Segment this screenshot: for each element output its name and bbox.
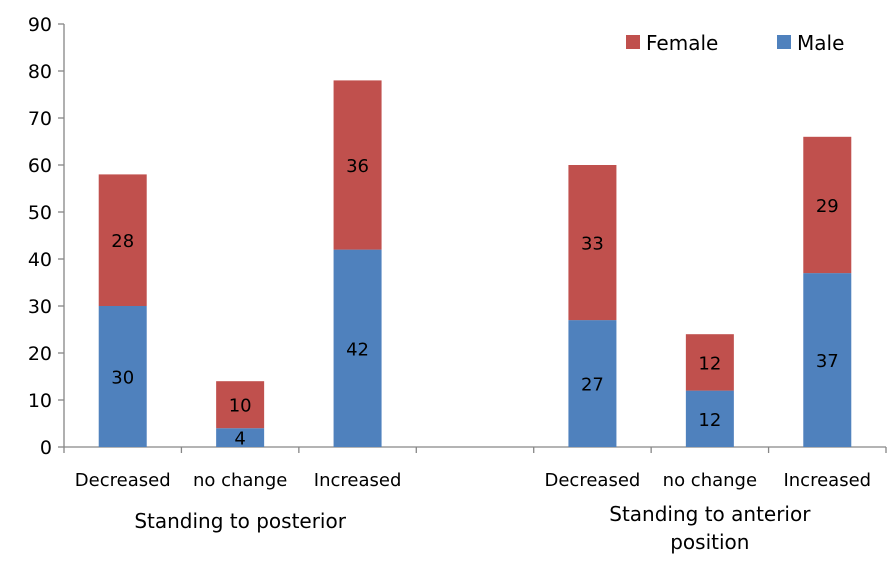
x-tick-label: Increased [314,470,402,491]
bar-male [98,306,147,447]
data-label: 42 [346,339,369,360]
bar-female [568,165,617,321]
x-tick-label: Decreased [75,470,171,491]
data-label: 4 [234,429,245,450]
bar-female [98,174,147,306]
x-tick-label: Increased [783,470,871,491]
x-tick-label: no change [193,470,287,491]
x-tick-label: Decreased [545,470,641,491]
bar-female [803,136,852,274]
data-label: 12 [698,353,721,374]
y-tick-label: 20 [28,343,52,365]
data-label: 27 [581,375,604,396]
legend-swatch-female [626,35,640,49]
group-label-line: Standing to anterior [609,502,811,526]
legend-swatch-male [777,35,791,49]
y-tick-label: 60 [28,155,52,177]
group-label: Standing to posterior [134,509,346,533]
group-label-line: position [670,530,749,554]
y-tick-label: 40 [28,249,52,271]
bar-female [685,334,734,391]
legend-label-male: Male [797,31,844,55]
y-tick-label: 0 [40,437,52,459]
y-tick-label: 70 [28,108,52,130]
bar-female [333,80,382,250]
data-label: 36 [346,156,369,177]
bar-male [685,390,734,447]
y-tick-label: 80 [28,61,52,83]
bar-male [803,273,852,447]
bar-male [568,320,617,447]
y-tick-label: 50 [28,202,52,224]
y-tick-label: 90 [28,14,52,36]
data-label: 37 [816,351,839,372]
data-label: 33 [581,234,604,255]
bar-male [216,428,265,447]
data-label: 29 [816,196,839,217]
group-label: Standing to anterior position [609,502,811,554]
data-label: 12 [698,410,721,431]
legend-label-female: Female [646,31,718,55]
y-tick-label: 30 [28,296,52,318]
bar-female [216,381,265,429]
bar-male [333,249,382,447]
x-tick-label: no change [663,470,757,491]
data-label: 30 [111,368,134,389]
y-tick-label: 10 [28,390,52,412]
data-label: 10 [229,396,252,417]
data-label: 28 [111,231,134,252]
